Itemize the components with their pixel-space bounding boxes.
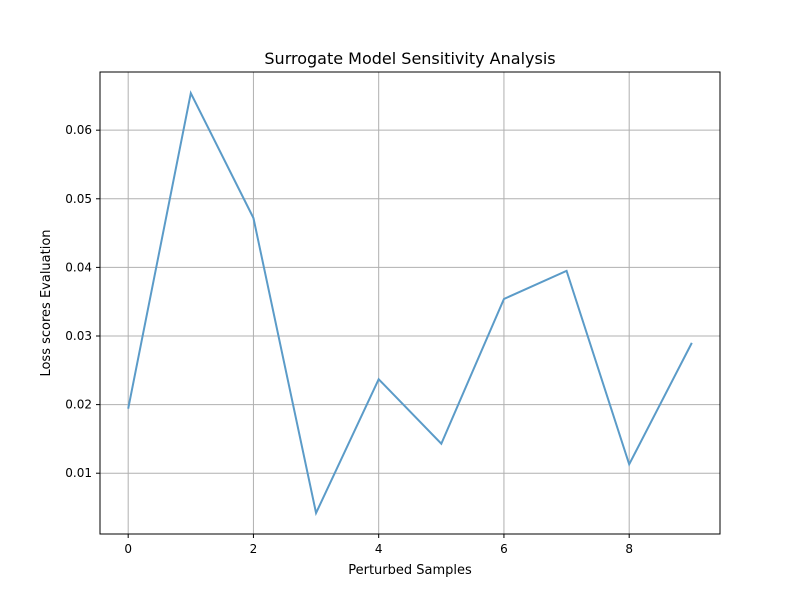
x-axis: 0 2 4 6 8 bbox=[124, 534, 633, 556]
y-tick-label: 0.04 bbox=[65, 260, 92, 274]
chart-title: Surrogate Model Sensitivity Analysis bbox=[264, 49, 555, 68]
y-axis-label: Loss scores Evaluation bbox=[39, 229, 54, 376]
y-tick-label: 0.05 bbox=[65, 192, 92, 206]
y-tick-label: 0.02 bbox=[65, 398, 92, 412]
y-tick-label: 0.06 bbox=[65, 123, 92, 137]
plot-frame bbox=[99, 71, 721, 535]
series-layer bbox=[127, 90, 693, 517]
x-tick-label: 8 bbox=[625, 542, 633, 556]
y-tick-label: 0.01 bbox=[65, 466, 92, 480]
x-tick-label: 0 bbox=[124, 542, 132, 556]
x-axis-label: Perturbed Samples bbox=[348, 563, 472, 578]
y-axis: 0.01 0.02 0.03 0.04 0.05 0.06 bbox=[65, 123, 100, 480]
series-line-0 bbox=[127, 90, 693, 517]
grid-lines bbox=[100, 72, 720, 534]
y-tick-label: 0.03 bbox=[65, 329, 92, 343]
x-tick-label: 6 bbox=[500, 542, 508, 556]
x-tick-label: 4 bbox=[375, 542, 383, 556]
x-tick-label: 2 bbox=[250, 542, 258, 556]
